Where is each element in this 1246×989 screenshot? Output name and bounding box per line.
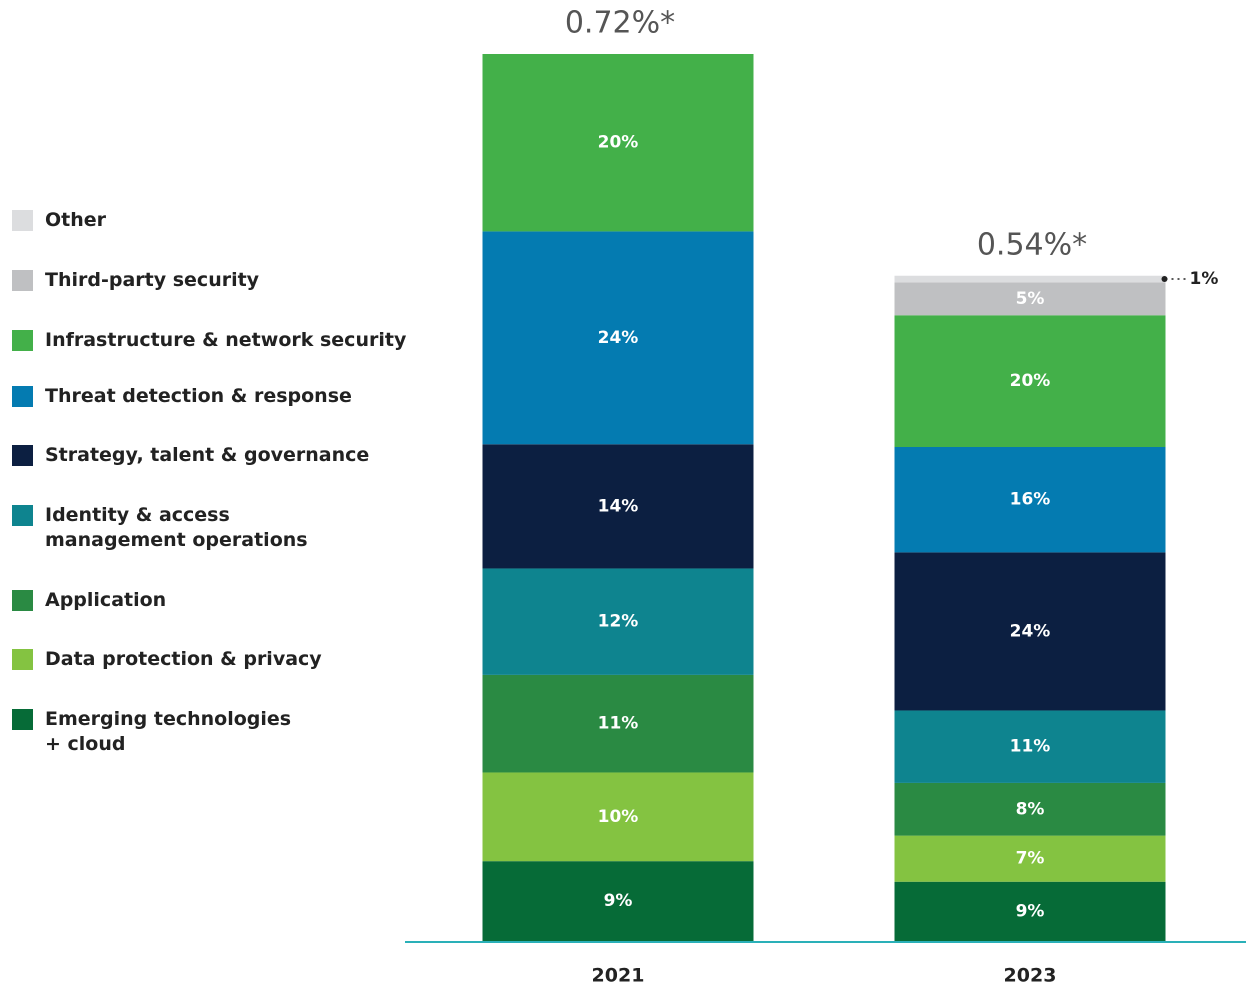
legend-swatch: [12, 270, 33, 291]
x-tick-label: 2021: [592, 965, 645, 987]
value-label: 20%: [1010, 371, 1051, 391]
legend-label: Data protection & privacy: [45, 648, 322, 670]
legend-label: Strategy, talent & governance: [45, 444, 370, 466]
legend-swatch: [12, 709, 33, 730]
total-label: 0.54%*: [977, 227, 1087, 262]
legend-swatch: [12, 330, 33, 351]
legend-label: Third-party security: [45, 269, 260, 291]
legend-item: Third-party security: [12, 268, 259, 293]
value-label: 11%: [1010, 737, 1051, 757]
bar-segment: [482, 568, 754, 675]
legend-item: Application: [12, 588, 166, 613]
value-label: 8%: [1016, 799, 1045, 819]
legend-item: Strategy, talent & governance: [12, 443, 369, 468]
legend-item: Infrastructure & network security: [12, 328, 406, 353]
legend-swatch: [12, 505, 33, 526]
value-label: 16%: [1010, 490, 1051, 510]
value-label: 20%: [598, 133, 639, 153]
value-label: 1%: [1190, 269, 1219, 289]
x-tick-label: 2023: [1004, 965, 1057, 987]
legend-label: Other: [45, 209, 107, 231]
value-label: 12%: [598, 612, 639, 632]
legend-label: Application: [45, 589, 167, 611]
bar-segment: [894, 710, 1166, 783]
bar-segment: [894, 782, 1166, 836]
bar-segment: [894, 835, 1166, 882]
legend-swatch: [12, 210, 33, 231]
legend-swatch: [12, 386, 33, 407]
value-label: 7%: [1016, 849, 1045, 869]
value-label: 5%: [1016, 289, 1045, 309]
bar-segment: [482, 861, 754, 941]
legend-item: Other: [12, 208, 106, 233]
bar-segment: [482, 231, 754, 445]
leader-dot: [1161, 276, 1168, 283]
legend-label: Identity & access management operations: [45, 504, 308, 551]
legend-item: Threat detection & response: [12, 384, 352, 409]
value-label: 9%: [1016, 901, 1045, 921]
bar-segment: [894, 447, 1166, 553]
legend-swatch: [12, 445, 33, 466]
bar-segment: [894, 315, 1166, 448]
legend-item: Identity & access management operations: [12, 503, 308, 553]
value-label: 10%: [598, 807, 639, 827]
legend-label: Threat detection & response: [45, 385, 352, 407]
bar-segment: [482, 674, 754, 773]
legend-label: Infrastructure & network security: [45, 329, 407, 351]
value-label: 11%: [598, 714, 639, 734]
bar-segment: [482, 54, 754, 232]
bar-segment: [894, 881, 1166, 941]
legend-swatch: [12, 649, 33, 670]
total-label: 0.72%*: [565, 6, 675, 41]
value-label: 24%: [1010, 621, 1051, 641]
bar-segment: [894, 282, 1166, 316]
bar-segment: [894, 552, 1166, 711]
legend-swatch: [12, 590, 33, 611]
value-label: 14%: [598, 496, 639, 516]
legend-label: Emerging technologies + cloud: [45, 708, 292, 755]
legend-item: Data protection & privacy: [12, 647, 322, 672]
legend-item: Emerging technologies + cloud: [12, 707, 291, 757]
bar-segment: [482, 772, 754, 862]
value-label: 24%: [598, 328, 639, 348]
value-label: 9%: [604, 891, 633, 911]
bar-segment: [894, 275, 1166, 283]
bar-segment: [482, 444, 754, 569]
